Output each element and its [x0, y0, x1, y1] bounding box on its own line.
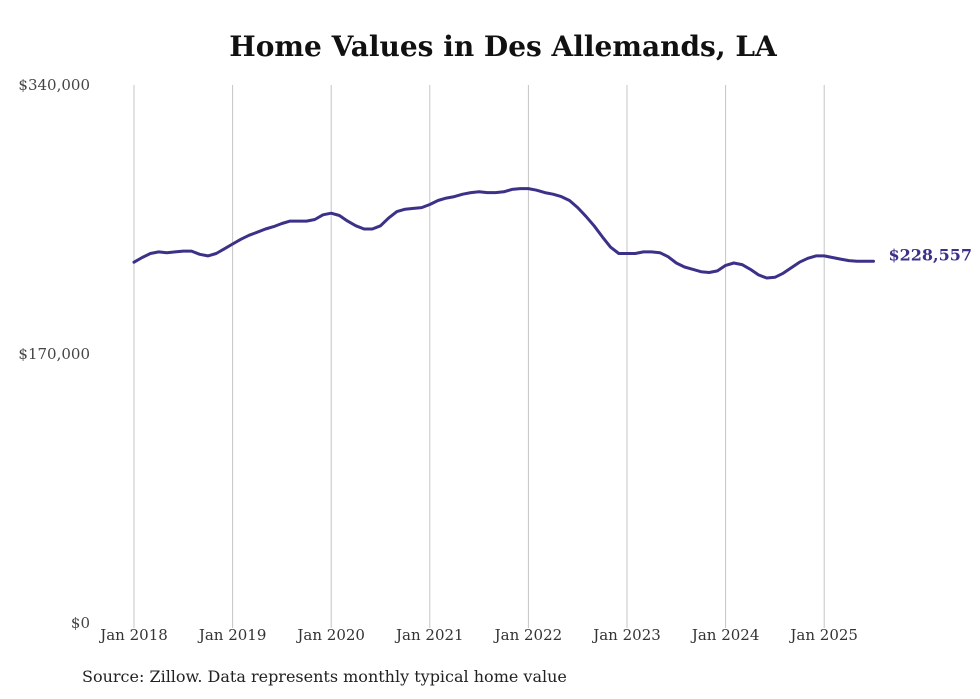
- x-tick-label: Jan 2022: [493, 626, 563, 644]
- x-tick-label: Jan 2025: [788, 626, 858, 644]
- x-tick-label: Jan 2019: [197, 626, 267, 644]
- chart-title: Home Values in Des Allemands, LA: [229, 30, 777, 63]
- x-tick-label: Jan 2023: [591, 626, 661, 644]
- x-tick-label: Jan 2024: [690, 626, 760, 644]
- series-line: [132, 187, 875, 280]
- source-note: Source: Zillow. Data represents monthly …: [82, 667, 567, 686]
- x-tick-label: Jan 2021: [394, 626, 464, 644]
- end-value-label: $228,557: [889, 245, 973, 264]
- x-tick-label: Jan 2018: [98, 626, 168, 644]
- y-tick-label: $170,000: [18, 345, 90, 363]
- y-tick-label: $340,000: [18, 76, 90, 94]
- y-tick-label: $0: [71, 614, 90, 632]
- x-tick-label: Jan 2020: [295, 626, 365, 644]
